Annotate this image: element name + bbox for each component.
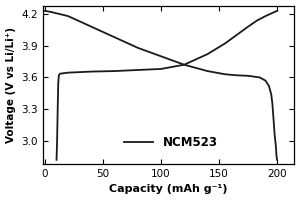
X-axis label: Capacity (mAh g⁻¹): Capacity (mAh g⁻¹) (109, 184, 228, 194)
Legend: NCM523: NCM523 (119, 131, 222, 153)
Y-axis label: Voltage (V vs Li/Li⁺): Voltage (V vs Li/Li⁺) (6, 27, 16, 143)
